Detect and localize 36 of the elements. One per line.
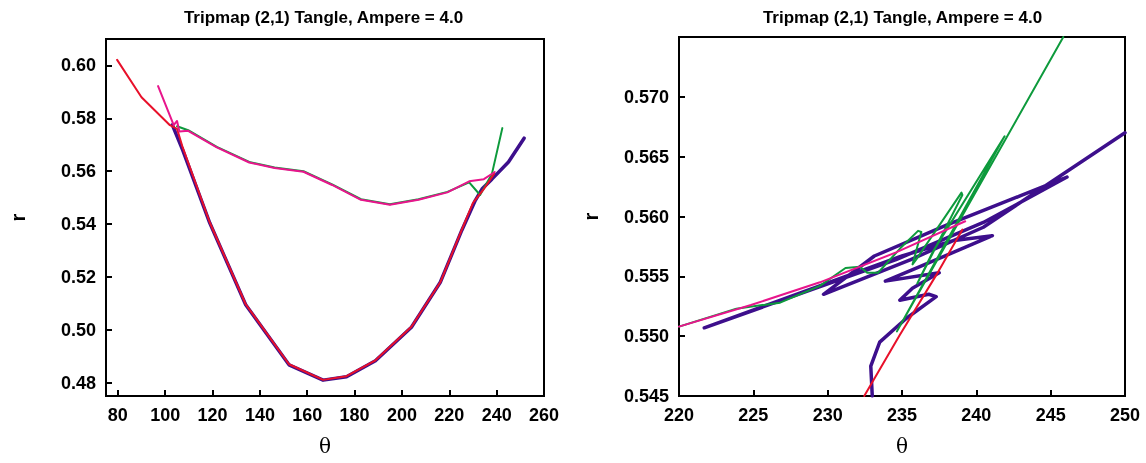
- y-tick-label: 0.550: [623, 326, 669, 347]
- x-tick-label: 140: [244, 405, 275, 425]
- y-tick-label: 0.60: [60, 55, 96, 76]
- x-tick-label: 220: [434, 405, 465, 425]
- x-tick-label: 100: [150, 405, 181, 425]
- y-tick-label: 0.52: [60, 267, 96, 287]
- x-tick-label: 245: [1035, 405, 1066, 425]
- x-tick-label: 230: [812, 405, 843, 425]
- x-tick-label: 235: [886, 405, 918, 425]
- x-tick-label: 240: [961, 405, 992, 425]
- x-tick-label: 220: [663, 405, 695, 425]
- chart-title: Tripmap (2,1) Tangle, Ampere = 4.0: [762, 8, 1043, 27]
- y-tick-label: 0.48: [60, 372, 96, 393]
- chart-title: Tripmap (2,1) Tangle, Ampere = 4.0: [183, 8, 464, 27]
- y-tick-label: 0.555: [623, 266, 669, 287]
- y-axis-title: r: [580, 212, 602, 221]
- y-tick-label: 0.545: [623, 386, 669, 406]
- x-tick-label: 240: [481, 405, 512, 425]
- y-tick-label: 0.560: [623, 206, 669, 227]
- y-tick-label: 0.58: [60, 108, 96, 129]
- x-axis-title: θ: [318, 434, 332, 458]
- x-tick-label: 160: [292, 405, 323, 425]
- y-tick-label: 0.50: [60, 319, 96, 340]
- y-axis-title: r: [7, 213, 29, 222]
- y-tick-label: 0.570: [623, 86, 669, 107]
- x-tick-label: 180: [339, 405, 370, 425]
- x-tick-label: 120: [197, 405, 228, 425]
- y-tick-label: 0.54: [60, 214, 96, 235]
- x-axis-title: θ: [895, 434, 909, 458]
- x-tick-label: 200: [386, 405, 417, 425]
- x-tick-label: 250: [1109, 405, 1141, 425]
- x-tick-label: 225: [738, 405, 769, 425]
- x-tick-label: 260: [528, 405, 560, 425]
- y-tick-label: 0.565: [623, 146, 669, 167]
- x-tick-label: 80: [107, 405, 128, 425]
- y-tick-label: 0.56: [60, 161, 96, 182]
